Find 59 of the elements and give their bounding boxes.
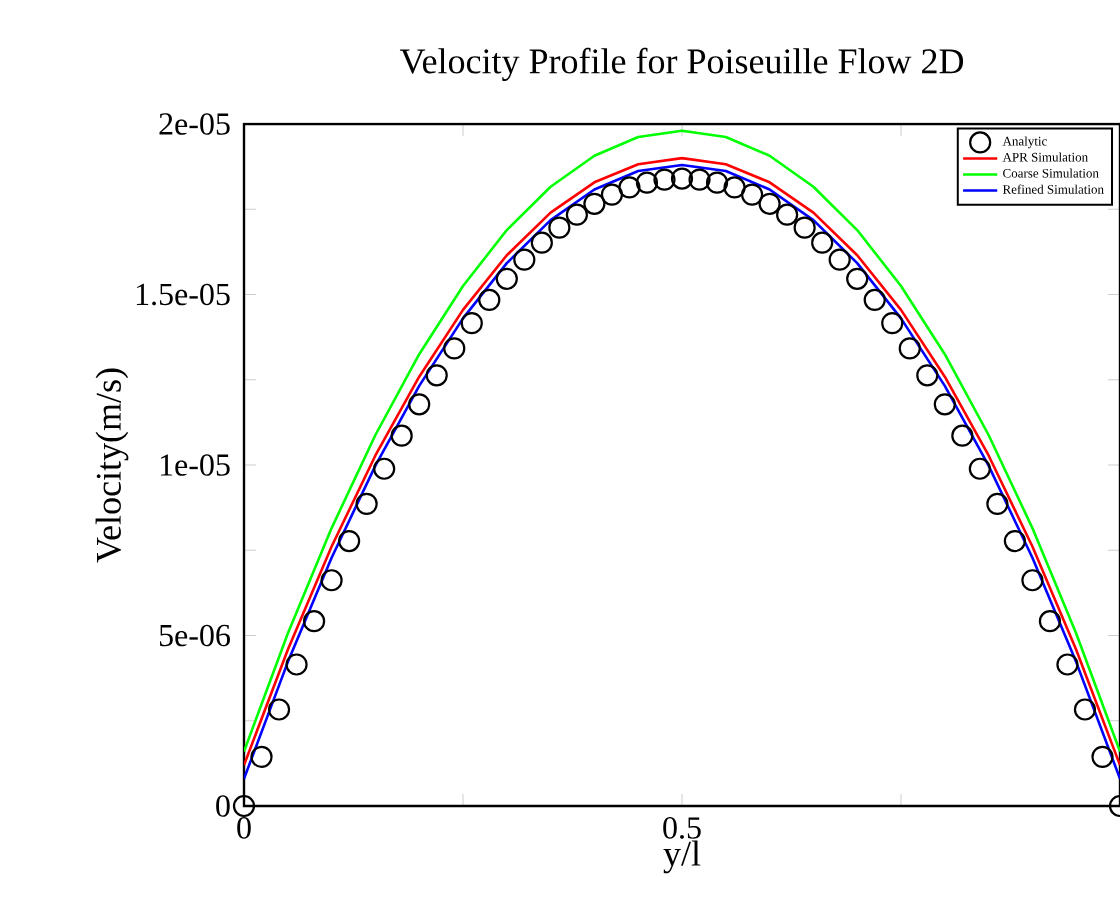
chart-title: Velocity Profile for Poiseuille Flow 2D	[399, 47, 964, 81]
point	[758, 192, 781, 215]
point	[811, 231, 834, 254]
point	[881, 312, 904, 335]
point	[583, 192, 606, 215]
point	[688, 168, 711, 191]
point	[495, 267, 518, 290]
y-tick-label: 5e-06	[159, 624, 230, 647]
point	[548, 216, 571, 239]
point	[968, 457, 991, 480]
point	[390, 424, 413, 447]
point	[355, 492, 378, 515]
point	[232, 794, 256, 818]
point	[933, 393, 956, 416]
point	[740, 183, 764, 206]
point	[618, 176, 641, 199]
point	[1021, 569, 1044, 592]
point	[1073, 698, 1097, 721]
x-tick-label: 0.5	[663, 817, 701, 839]
point	[565, 203, 588, 226]
y-tick-label: 1e-05	[160, 454, 230, 476]
point	[320, 569, 343, 592]
point	[460, 312, 483, 335]
point	[1003, 529, 1026, 553]
point	[600, 183, 624, 206]
y-tick-label: 2e-05	[159, 113, 230, 135]
point	[513, 248, 536, 271]
point	[898, 337, 921, 360]
y-tick-label: 0	[216, 795, 230, 817]
point	[635, 171, 659, 194]
point	[1091, 745, 1114, 768]
point	[443, 337, 466, 360]
point	[951, 424, 974, 447]
point	[530, 231, 553, 254]
point	[425, 364, 448, 387]
point	[478, 288, 501, 312]
x-axis-title: y/l	[663, 840, 701, 874]
point	[846, 267, 869, 290]
point	[863, 288, 886, 312]
point	[723, 176, 746, 199]
y-tick-label: 1.5e-05	[136, 283, 230, 306]
point	[986, 492, 1009, 515]
point	[776, 203, 799, 226]
point	[1038, 610, 1062, 633]
point	[916, 364, 939, 387]
point	[250, 745, 273, 768]
point	[828, 248, 851, 271]
point	[705, 171, 729, 194]
point	[302, 610, 326, 633]
point	[285, 653, 308, 676]
point	[653, 168, 676, 191]
point	[338, 529, 361, 553]
point	[670, 167, 694, 190]
point	[373, 457, 396, 480]
point	[408, 393, 431, 416]
point	[267, 698, 291, 721]
y-axis-title: Velocity(m/s)	[95, 368, 129, 563]
point	[1056, 653, 1079, 676]
point	[793, 216, 816, 239]
